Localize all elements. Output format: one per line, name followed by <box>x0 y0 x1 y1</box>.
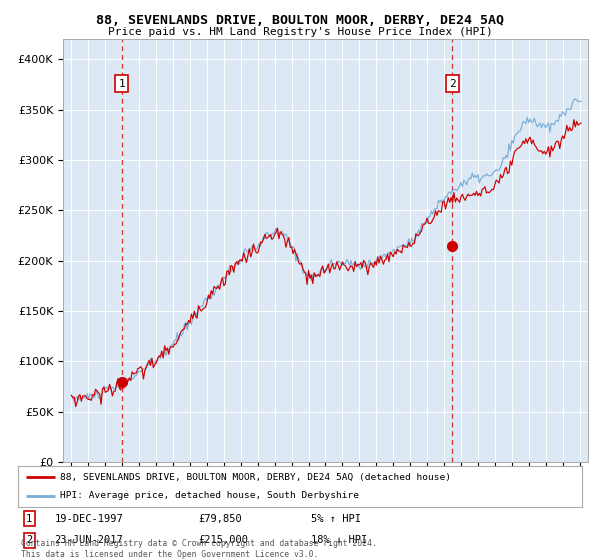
Text: 2: 2 <box>449 78 455 88</box>
Text: 88, SEVENLANDS DRIVE, BOULTON MOOR, DERBY, DE24 5AQ: 88, SEVENLANDS DRIVE, BOULTON MOOR, DERB… <box>96 14 504 27</box>
Text: Contains HM Land Registry data © Crown copyright and database right 2024.
This d: Contains HM Land Registry data © Crown c… <box>21 539 377 559</box>
Text: 1: 1 <box>118 78 125 88</box>
Text: £79,850: £79,850 <box>199 514 242 524</box>
Text: 23-JUN-2017: 23-JUN-2017 <box>55 535 124 545</box>
Text: 2: 2 <box>26 535 32 545</box>
Text: HPI: Average price, detached house, South Derbyshire: HPI: Average price, detached house, Sout… <box>60 492 359 501</box>
Text: Price paid vs. HM Land Registry's House Price Index (HPI): Price paid vs. HM Land Registry's House … <box>107 27 493 37</box>
Text: £215,000: £215,000 <box>199 535 248 545</box>
Text: 1: 1 <box>26 514 32 524</box>
Text: 18% ↓ HPI: 18% ↓ HPI <box>311 535 368 545</box>
Text: 88, SEVENLANDS DRIVE, BOULTON MOOR, DERBY, DE24 5AQ (detached house): 88, SEVENLANDS DRIVE, BOULTON MOOR, DERB… <box>60 473 451 482</box>
Text: 19-DEC-1997: 19-DEC-1997 <box>55 514 124 524</box>
Text: 5% ↑ HPI: 5% ↑ HPI <box>311 514 361 524</box>
